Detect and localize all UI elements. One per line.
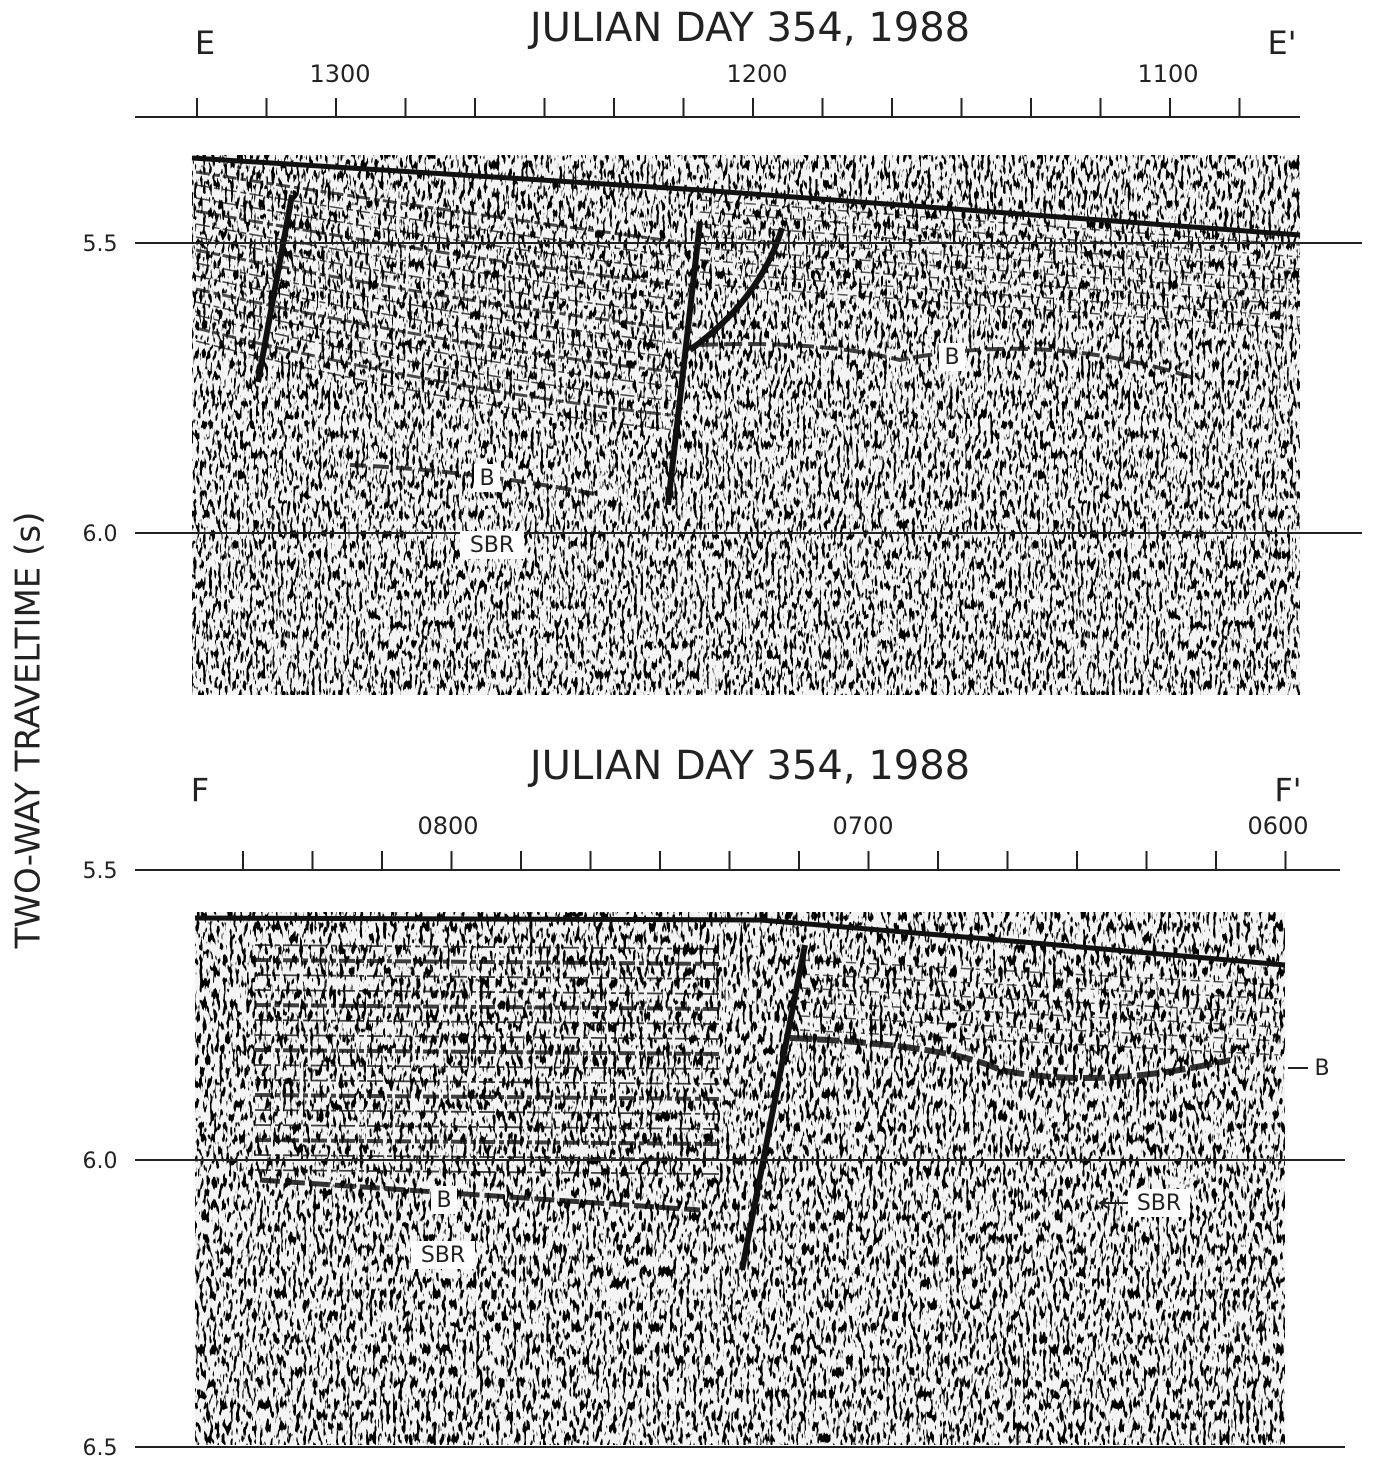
annotation: SBR bbox=[421, 1243, 465, 1268]
time-label: 0600 bbox=[1247, 812, 1308, 840]
panel: JULIAN DAY 354, 1988 E E' 1300 1200 1100… bbox=[83, 5, 1363, 695]
profile-end: E bbox=[195, 24, 215, 62]
depth-label: 6.0 bbox=[83, 1149, 118, 1174]
depth-label: 6.0 bbox=[83, 522, 118, 547]
annotation: SBR bbox=[1137, 1191, 1181, 1216]
annotation: B bbox=[1314, 1056, 1329, 1081]
profile-end: F bbox=[191, 771, 209, 809]
depth-label: 6.5 bbox=[83, 1436, 118, 1461]
annotation: B bbox=[479, 466, 494, 491]
profile-end: E' bbox=[1267, 24, 1296, 62]
annotation: SBR bbox=[470, 533, 514, 558]
time-ticks bbox=[197, 98, 1240, 117]
panel: JULIAN DAY 354, 1988 F F' 0800 0700 0600… bbox=[83, 743, 1346, 1461]
profile-end: F' bbox=[1274, 771, 1301, 809]
depth-label: 5.5 bbox=[83, 232, 118, 257]
time-ticks bbox=[243, 851, 1286, 870]
seismic-noise bbox=[192, 155, 1300, 695]
time-label: 0800 bbox=[417, 812, 478, 840]
y-axis-label: TWO-WAY TRAVELTIME (s) bbox=[9, 512, 49, 950]
panel-title: JULIAN DAY 354, 1988 bbox=[527, 5, 970, 51]
annotation: B bbox=[944, 345, 959, 370]
seismic-figure: TWO-WAY TRAVELTIME (s) JULIAN DAY 354, 1… bbox=[0, 0, 1373, 1469]
depth-label: 5.5 bbox=[83, 859, 118, 884]
seismic-noise bbox=[195, 912, 1285, 1445]
panel-title: JULIAN DAY 354, 1988 bbox=[527, 743, 970, 789]
time-label: 1300 bbox=[309, 60, 370, 88]
time-label: 1100 bbox=[1137, 60, 1198, 88]
time-label: 1200 bbox=[726, 60, 787, 88]
annotation: B bbox=[436, 1188, 451, 1213]
time-label: 0700 bbox=[832, 812, 893, 840]
